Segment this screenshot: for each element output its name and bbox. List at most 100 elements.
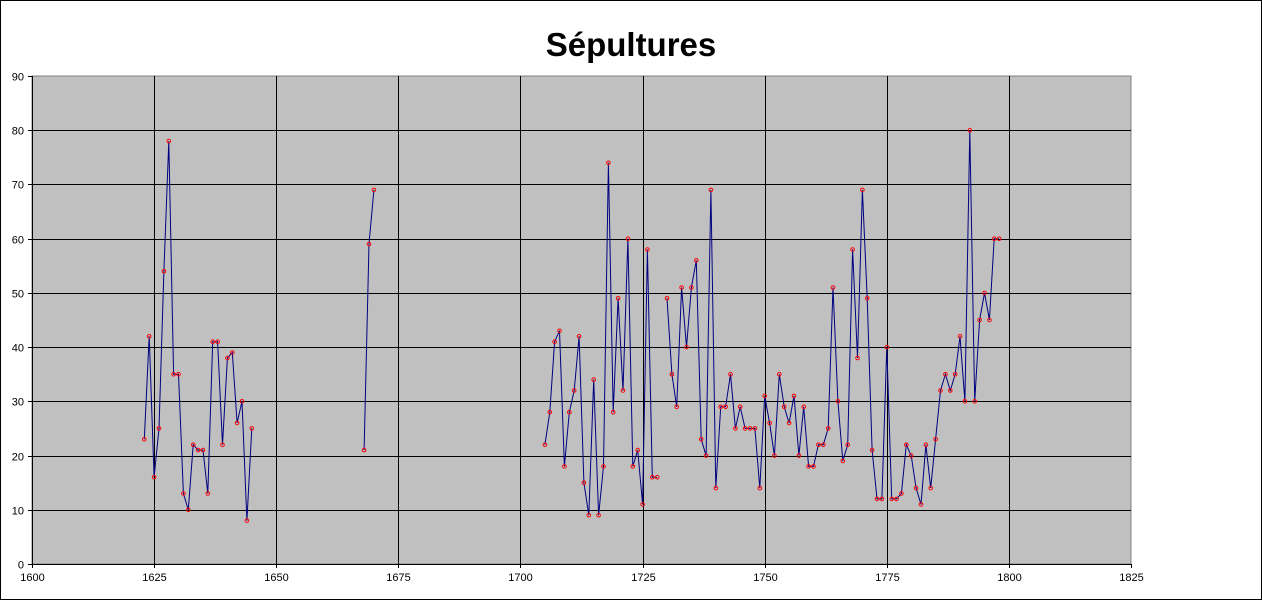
data-point [205,491,211,496]
x-tick-label: 1625 [142,572,166,584]
series-line [363,189,375,451]
x-tick-label: 1825 [1119,572,1143,584]
data-point [698,437,704,442]
data-point [952,371,958,377]
data-point [830,285,836,290]
data-point [654,474,660,480]
y-tick-label: 20 [12,452,24,464]
data-point [825,426,831,431]
x-tick-label: 1675 [386,572,410,584]
chart-title: Sépultures [545,26,717,63]
data-point [855,355,860,361]
data-point [752,426,758,431]
data-point [244,518,250,523]
data-point [151,474,157,480]
data-point [991,236,997,241]
data-point [723,404,728,410]
data-point [190,442,196,448]
data-point [557,328,562,334]
data-point [840,458,846,464]
data-point [625,236,631,241]
data-point [361,447,367,453]
data-point [781,404,787,410]
x-tick-label: 1600 [20,572,44,584]
data-point [737,404,743,410]
y-tick-label: 50 [12,289,24,301]
y-tick-label: 60 [12,235,24,247]
data-point [234,420,240,426]
data-point [176,371,181,377]
data-point [371,187,377,193]
data-point [615,296,621,301]
y-tick-label: 30 [12,397,24,409]
data-point [762,393,768,399]
data-point [806,464,811,469]
data-point [547,409,553,415]
data-point [777,371,782,377]
data-point [938,388,943,393]
data-point [562,464,567,469]
data-point [239,399,245,404]
data-point [366,241,372,247]
data-point [982,290,987,296]
data-point [962,399,968,404]
data-point [933,437,938,442]
data-point [567,409,572,415]
series-line [143,141,253,521]
data-point [630,464,636,469]
data-point [747,426,753,431]
data-point [874,496,880,502]
data-point [928,485,934,491]
x-tick-label: 1750 [753,572,777,584]
data-point [606,160,611,166]
data-point [733,426,738,431]
data-point [679,285,684,290]
data-point [957,334,963,339]
x-tick-label: 1775 [875,572,899,584]
data-point [703,453,709,458]
data-point [791,393,797,399]
data-point [200,447,206,453]
data-point [821,442,826,448]
data-point [811,464,816,469]
data-point [552,339,557,345]
data-point [845,442,851,448]
data-point [664,296,670,301]
data-point [586,512,592,518]
data-point [610,409,616,415]
data-point [864,296,870,301]
data-point [161,268,167,274]
data-point [215,339,220,345]
x-tick-label: 1800 [997,572,1021,584]
data-point [171,371,176,377]
data-point [684,344,689,350]
data-point [669,371,675,377]
data-point [948,388,953,393]
data-point [894,496,899,502]
data-point [977,317,982,323]
data-point [230,350,235,355]
data-point [943,371,948,377]
data-point [816,442,821,448]
plot-area [31,75,1132,565]
data-point [674,404,680,410]
data-point [635,447,641,453]
data-point [640,502,645,507]
x-tick-label: 1700 [508,572,532,584]
data-point [772,453,777,458]
data-point [186,507,191,513]
data-point [972,399,978,404]
data-point [996,236,1002,241]
data-point [620,388,626,393]
data-point [850,247,855,252]
series-line [544,162,658,516]
data-point [542,442,548,448]
data-point [156,426,162,431]
data-point [210,339,215,345]
data-point [718,404,724,410]
data-point [923,442,929,448]
data-point [591,377,597,382]
data-point [869,447,875,453]
data-point [728,371,733,377]
